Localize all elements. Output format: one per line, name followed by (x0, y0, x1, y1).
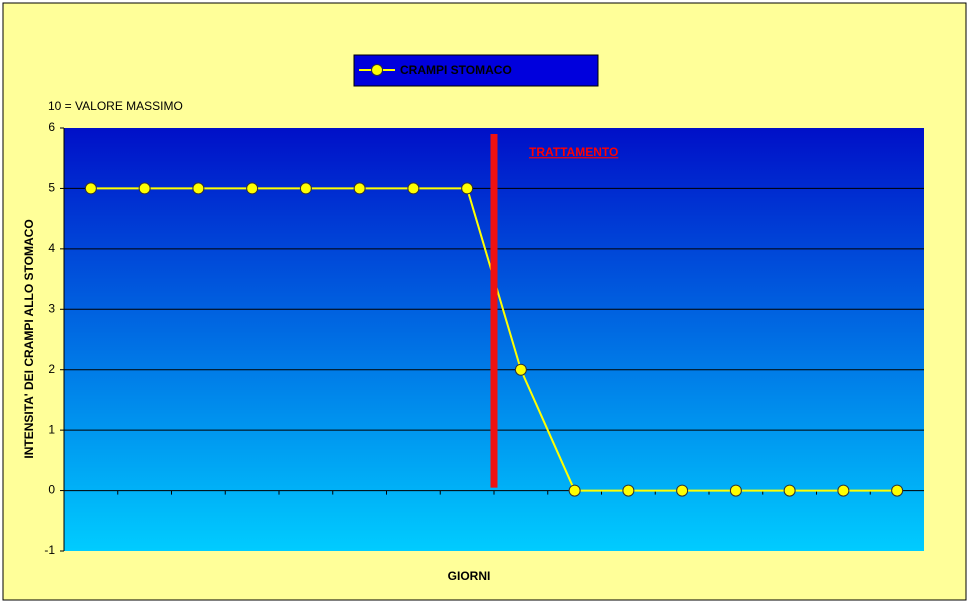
series-marker (568, 484, 581, 497)
y-tick-label: 1 (48, 422, 55, 436)
series-marker (622, 484, 635, 497)
y-tick-label: 5 (48, 181, 55, 195)
y-tick-label: 3 (48, 301, 55, 315)
y-axis-label: INTENSITA' DEI CRAMPI ALLO STOMACO (22, 219, 36, 458)
series-marker (84, 182, 97, 195)
series-marker (514, 363, 527, 376)
series-marker (891, 484, 904, 497)
series-marker (729, 484, 742, 497)
series-marker (461, 182, 474, 195)
note: 10 = VALORE MASSIMO (48, 99, 183, 113)
series-marker (783, 484, 796, 497)
annotation: TRATTAMENTO (529, 145, 618, 159)
y-tick-label: 6 (48, 120, 55, 134)
series-marker (353, 182, 366, 195)
series-marker (407, 182, 420, 195)
series-marker (299, 182, 312, 195)
series-marker (246, 182, 259, 195)
y-tick-label: 2 (48, 362, 55, 376)
legend-label: CRAMPI STOMACO (400, 63, 512, 77)
series-marker (676, 484, 689, 497)
y-tick-label: -1 (44, 543, 55, 557)
x-axis-label: GIORNI (448, 569, 491, 583)
series-marker (837, 484, 850, 497)
series-marker (192, 182, 205, 195)
y-tick-label: 0 (48, 483, 55, 497)
series-marker (138, 182, 151, 195)
y-tick-label: 4 (48, 241, 55, 255)
legend-marker (371, 64, 383, 76)
